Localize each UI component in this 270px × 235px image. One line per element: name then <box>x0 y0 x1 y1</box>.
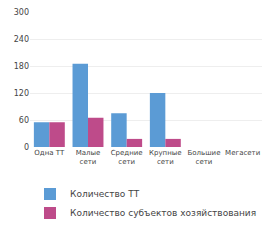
svg-text:Большиесети: Большиесети <box>188 149 221 166</box>
svg-text:300: 300 <box>14 8 29 17</box>
svg-text:240: 240 <box>14 35 29 44</box>
svg-text:180: 180 <box>14 62 29 71</box>
svg-text:Одна ТТ: Одна ТТ <box>34 149 65 157</box>
svg-text:Малыесети: Малыесети <box>76 149 101 166</box>
svg-text:0: 0 <box>24 143 29 152</box>
svg-text:Мегасети: Мегасети <box>225 149 260 157</box>
svg-text:120: 120 <box>14 89 29 98</box>
svg-text:Средниесети: Средниесети <box>111 149 143 166</box>
svg-text:Количество ТТ: Количество ТТ <box>70 189 140 199</box>
svg-text:Количество субъектов хозяйство: Количество субъектов хозяйствования <box>70 208 256 218</box>
svg-text:Крупныесети: Крупныесети <box>149 149 182 166</box>
svg-text:60: 60 <box>19 116 29 125</box>
